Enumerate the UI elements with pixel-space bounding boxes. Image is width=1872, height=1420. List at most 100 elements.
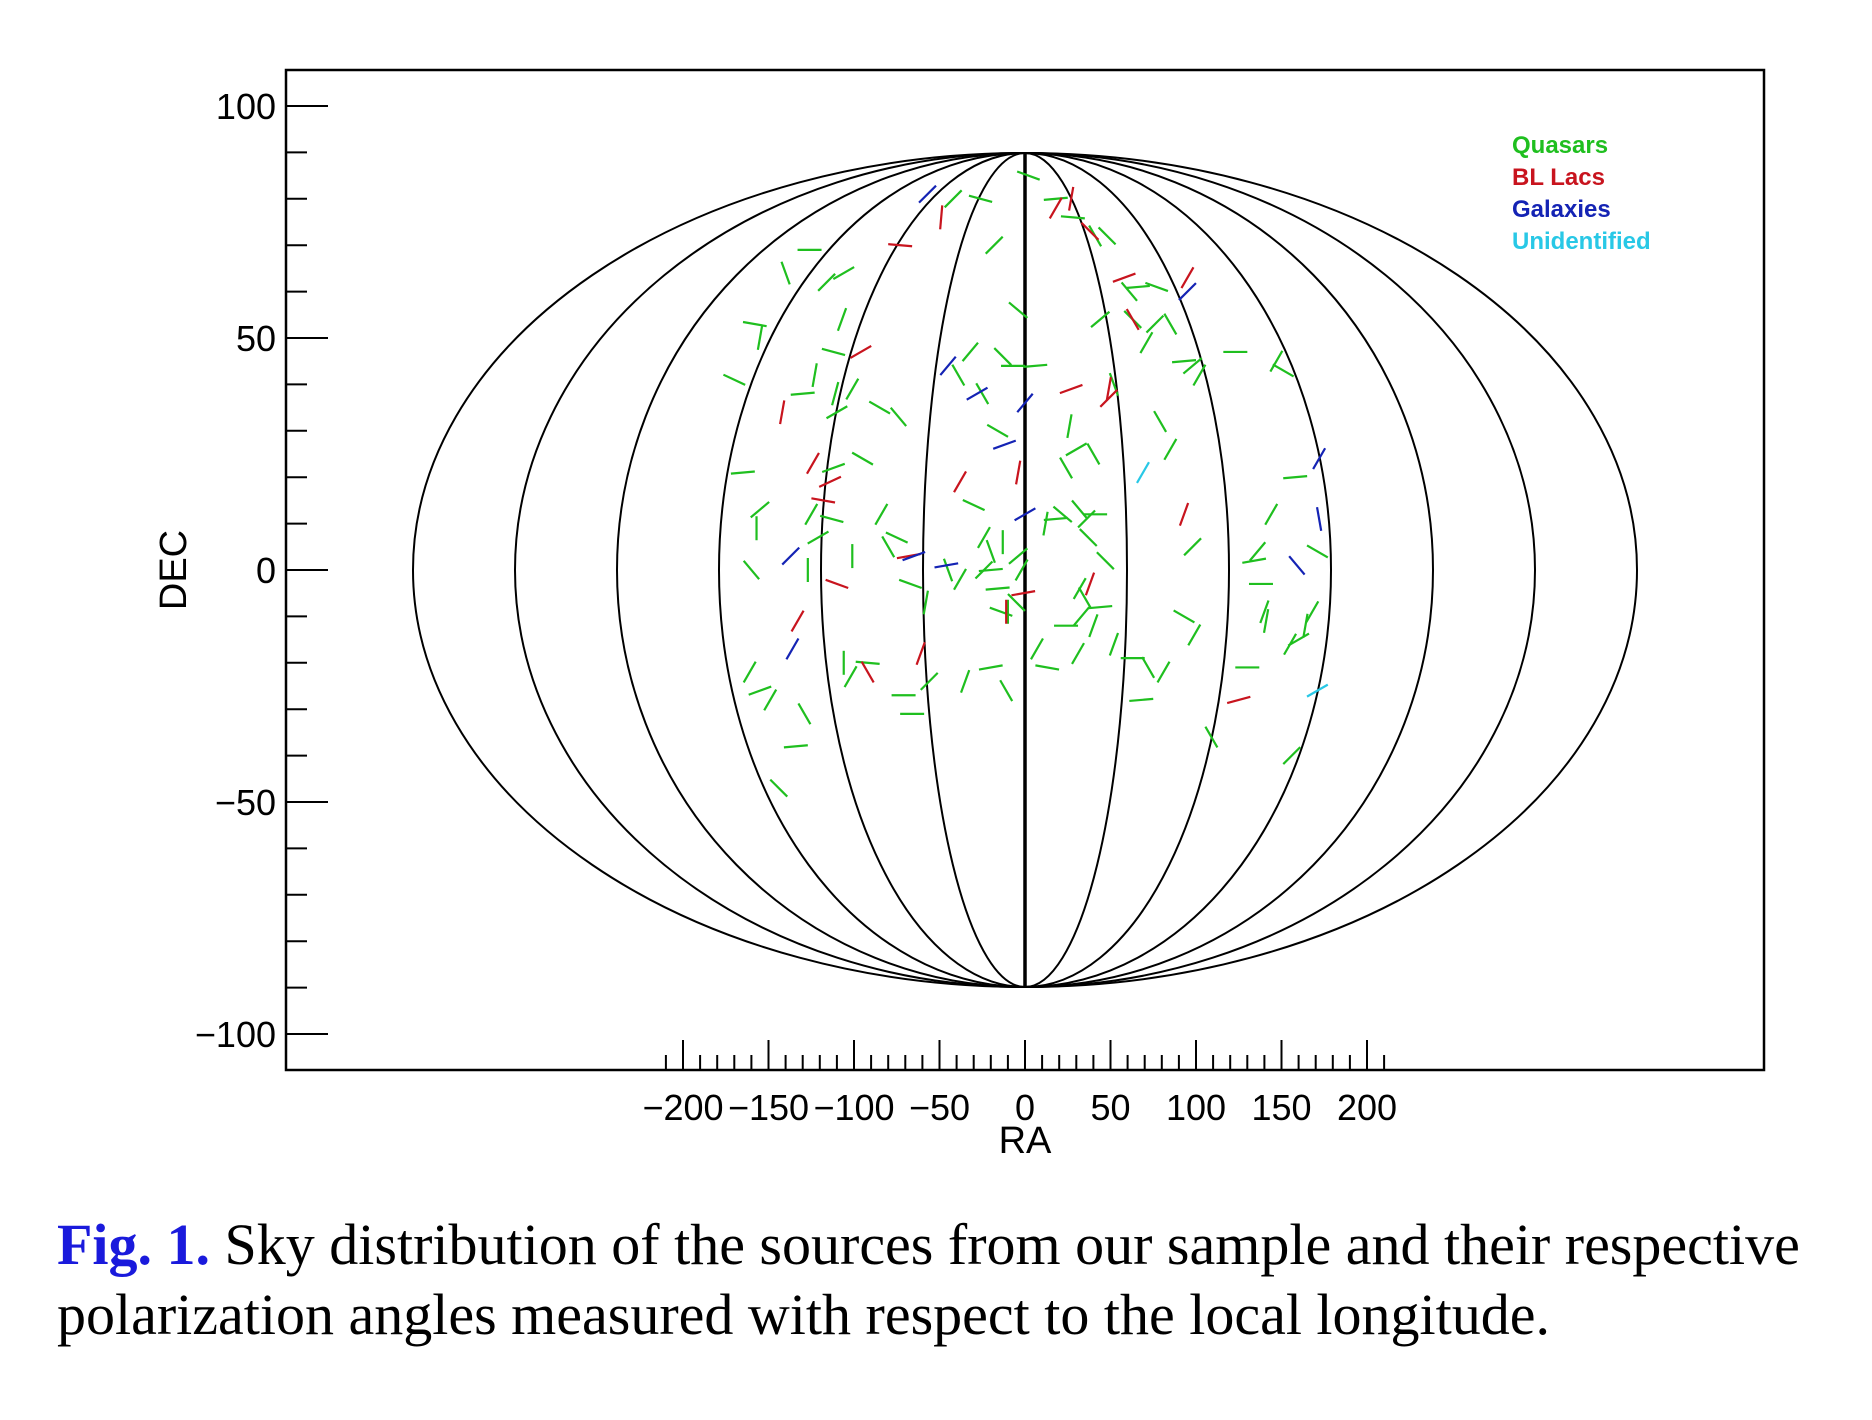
x-tick-label: 0 — [1015, 1087, 1035, 1128]
polarization-segment — [889, 406, 908, 427]
x-tick-label: −150 — [728, 1087, 809, 1128]
polarization-segment — [885, 531, 909, 544]
polarization-segment — [790, 610, 805, 632]
data-marks — [722, 170, 1329, 798]
polarization-segment — [756, 325, 764, 351]
polarization-segment — [1099, 389, 1119, 408]
polarization-segment — [939, 205, 944, 230]
polarization-segment — [1007, 593, 1026, 612]
polarization-segment — [985, 586, 1010, 591]
polarization-segment — [1014, 460, 1022, 485]
polarization-segment — [999, 679, 1014, 702]
polarization-segment — [1282, 746, 1302, 765]
polarization-segment — [1262, 609, 1270, 634]
polarization-segment — [1059, 383, 1083, 395]
polarization-segment — [804, 503, 819, 526]
polarization-segment — [1071, 499, 1089, 520]
meridian-line — [922, 152, 1026, 988]
meridian-line — [1024, 152, 1434, 988]
polarization-segment — [953, 568, 967, 591]
polarization-segment — [783, 744, 808, 749]
polarization-segment — [1305, 600, 1320, 623]
y-tick-label: 100 — [216, 86, 276, 127]
polarization-segment — [860, 661, 875, 684]
polarization-segment — [806, 452, 820, 475]
y-axis-label: DEC — [153, 530, 195, 610]
polarization-segment — [888, 243, 913, 248]
polarization-segment — [742, 320, 767, 328]
polarization-segment — [730, 470, 755, 475]
polarization-segment — [1288, 555, 1306, 576]
caption-text: Sky distribution of the sources from our… — [57, 1212, 1800, 1347]
polarization-segment — [1048, 197, 1063, 220]
polarization-segment — [1156, 661, 1171, 684]
polarization-segment — [1097, 226, 1117, 246]
polarization-segment — [748, 685, 772, 696]
polarization-segment — [785, 637, 800, 660]
polarization-segment — [992, 439, 1017, 450]
polarization-segment — [1084, 572, 1096, 596]
series-unidentified — [1136, 461, 1329, 698]
polarization-segment — [953, 470, 967, 493]
polarization-segment — [1141, 656, 1156, 679]
polarization-segment — [832, 266, 855, 280]
polarization-segment — [1178, 282, 1197, 301]
polarization-segment — [1163, 313, 1178, 336]
polarization-segment — [817, 273, 836, 292]
polarization-segment — [1204, 726, 1219, 748]
polarization-segment — [1088, 604, 1113, 610]
polarization-segment — [960, 669, 971, 694]
polarization-segment — [722, 373, 746, 386]
polarization-segment — [1059, 456, 1073, 479]
polarization-segment — [868, 400, 891, 415]
polarization-segment — [1014, 559, 1029, 581]
polarization-segment — [750, 501, 770, 519]
polarization-segment — [1153, 410, 1168, 433]
polarization-segment — [1306, 544, 1329, 559]
figure-caption: Fig. 1. Sky distribution of the sources … — [57, 1210, 1847, 1350]
polarization-segment — [1112, 272, 1136, 283]
polarization-segment — [781, 546, 800, 566]
polarization-segment — [943, 189, 963, 209]
polarization-segment — [1302, 613, 1309, 638]
polarization-segment — [843, 665, 858, 688]
polarization-segment — [977, 526, 991, 549]
polarization-segment — [1108, 632, 1120, 656]
polarization-segment — [874, 503, 889, 526]
polarization-segment — [1052, 505, 1073, 523]
polarization-segment — [855, 660, 880, 665]
polarization-segment — [1072, 606, 1090, 627]
polarization-segment — [1315, 506, 1323, 531]
x-tick-label: 150 — [1251, 1087, 1311, 1128]
polarization-segment — [1183, 537, 1202, 557]
polarization-segment — [922, 590, 929, 615]
polarization-segment — [985, 539, 996, 564]
polarization-segment — [1125, 308, 1140, 331]
polarization-segment — [1043, 516, 1068, 522]
polarization-segment — [1086, 443, 1101, 465]
caption-label: Fig. 1. — [57, 1212, 211, 1277]
polarization-segment — [1060, 215, 1085, 220]
polarization-segment — [1023, 363, 1048, 368]
polarization-segment — [1163, 438, 1178, 461]
polarization-segment — [851, 451, 874, 466]
polarization-segment — [1306, 683, 1329, 698]
polarization-segment — [968, 194, 993, 203]
polarization-segment — [1178, 502, 1190, 526]
meridian-line — [412, 152, 1026, 988]
legend: Quasars BL Lacs Galaxies Unidentified — [1512, 132, 1651, 255]
polarization-segment — [984, 235, 1004, 255]
polarization-segment — [1249, 541, 1267, 562]
polarization-segment — [1242, 557, 1267, 564]
polarization-segment — [1136, 461, 1150, 484]
polarization-segment — [978, 664, 1003, 671]
x-tick-label: 200 — [1337, 1087, 1397, 1128]
polarization-segment — [1120, 281, 1138, 302]
polarization-segment — [821, 462, 846, 474]
polarization-segment — [1080, 222, 1100, 241]
polarization-segment — [1090, 310, 1111, 328]
polarization-segment — [975, 382, 990, 405]
polarization-segment — [1187, 624, 1202, 646]
polarization-segment — [1071, 642, 1085, 665]
polarization-segment — [962, 498, 986, 512]
